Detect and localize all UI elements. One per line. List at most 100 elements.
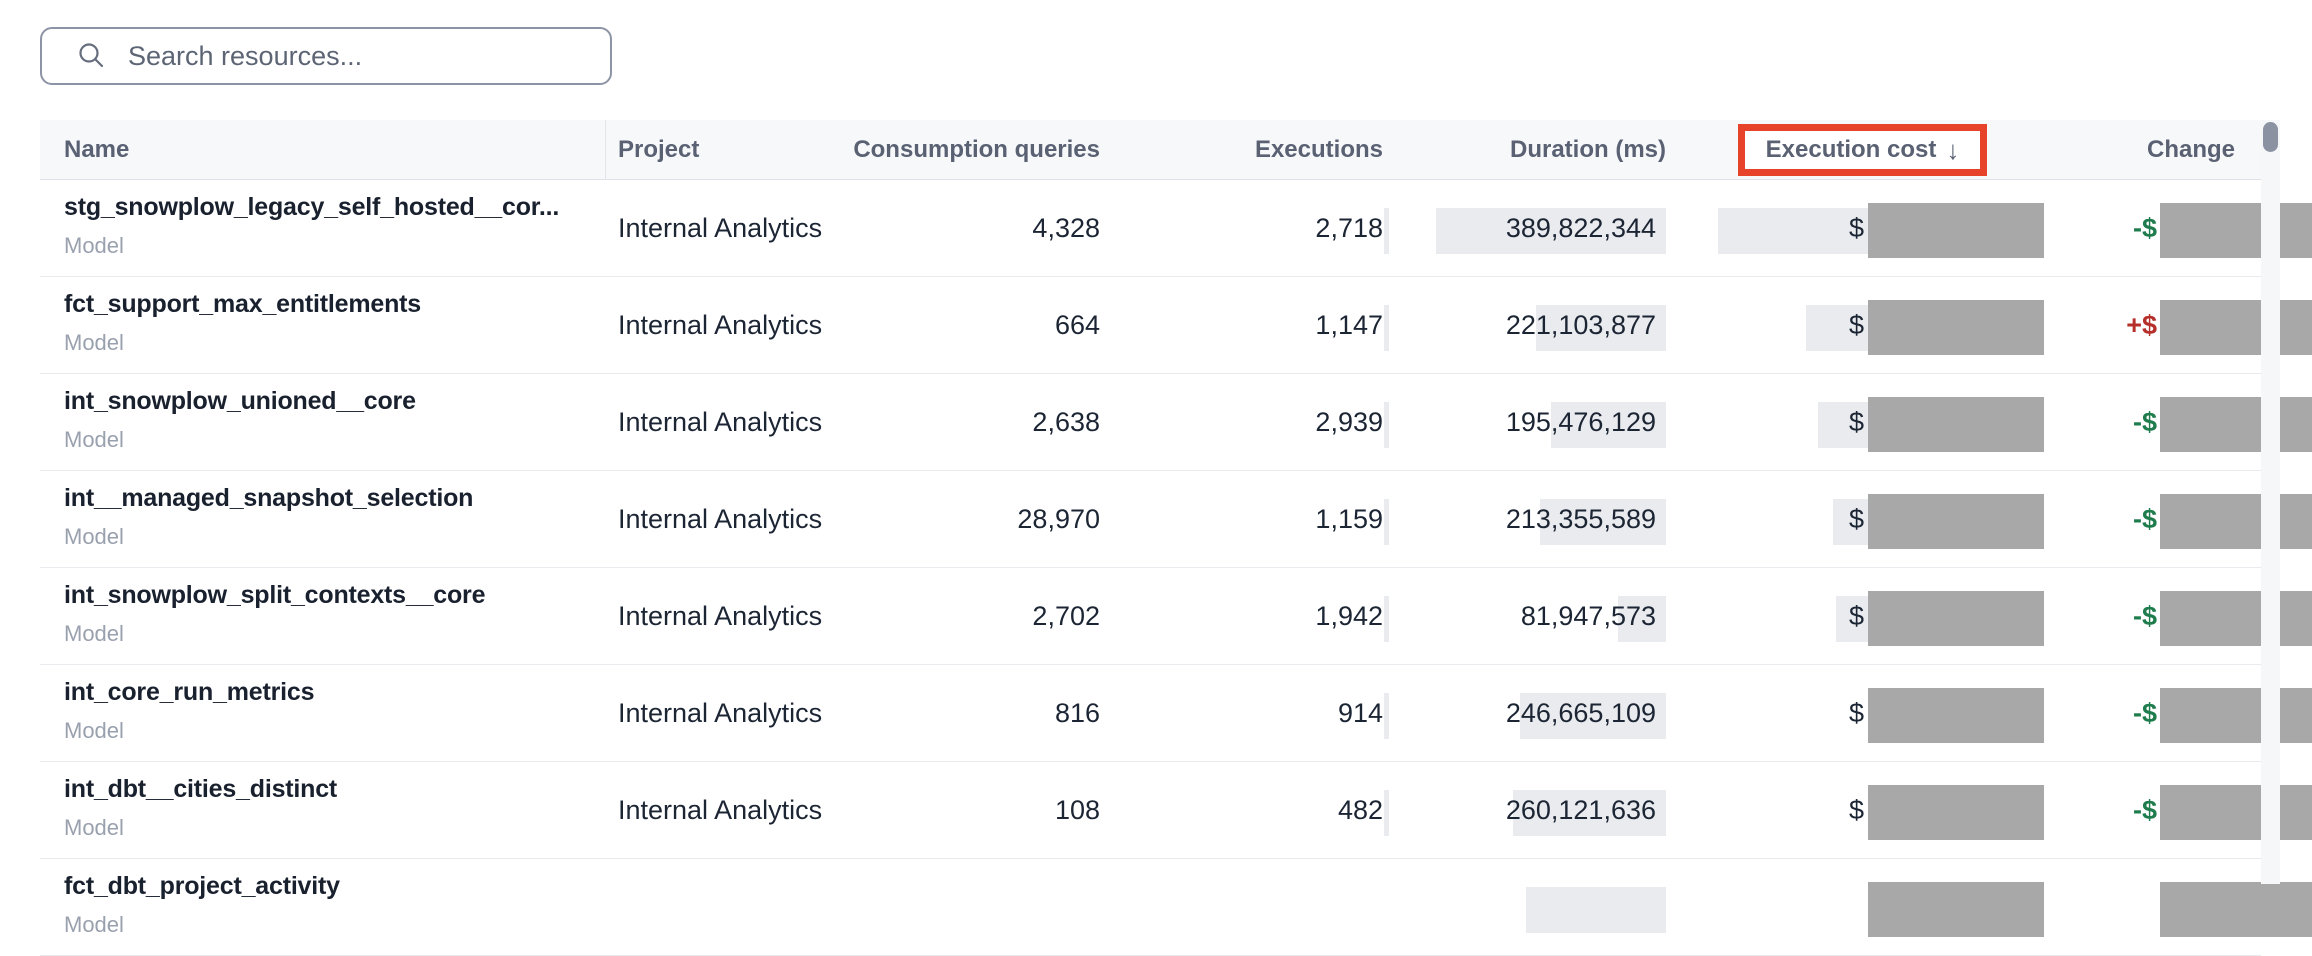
executions-value-bar	[1384, 790, 1389, 836]
executions-cell: 914	[1337, 698, 1383, 728]
resource-name[interactable]: fct_support_max_entitlements	[64, 290, 421, 318]
vertical-scrollbar-track[interactable]	[2261, 120, 2280, 884]
column-header-executions[interactable]: Executions	[1254, 136, 1383, 163]
duration-cell: 195,476,129	[1505, 407, 1656, 437]
consumption-queries-cell: 2,638	[1032, 407, 1100, 437]
duration-cell: 246,665,109	[1505, 698, 1656, 728]
executions-value-bar	[1384, 305, 1389, 351]
execution-cost-redaction-box	[1868, 494, 2044, 549]
executions-value-bar	[1384, 499, 1389, 545]
executions-cell: 2,939	[1315, 407, 1383, 437]
vertical-scrollbar-thumb[interactable]	[2263, 122, 2278, 152]
resource-name[interactable]: int_snowplow_unioned__core	[64, 387, 416, 415]
duration-cell: 221,103,877	[1505, 310, 1656, 340]
execution-cost-redaction-box	[1868, 688, 2044, 743]
column-header-project[interactable]: Project	[618, 136, 700, 163]
project-cell: Internal Analytics	[618, 407, 823, 437]
execution-cost-currency-symbol: $	[1848, 601, 1864, 631]
table-row[interactable]: int_snowplow_unioned__core Model Internal …	[40, 374, 2312, 471]
execution-cost-redaction-box	[1868, 203, 2044, 258]
change-prefix: -$	[2132, 407, 2157, 437]
search-input[interactable]	[126, 39, 600, 73]
table-row[interactable]: int_dbt__cities_distinct Model Internal An…	[40, 762, 2312, 859]
table-row[interactable]: int__managed_snapshot_selection Model Inte…	[40, 471, 2312, 568]
duration-value-bar	[1513, 790, 1666, 836]
execution-cost-currency-symbol: $	[1848, 310, 1864, 340]
table-row[interactable]: stg_snowplow_legacy_self_hosted__cor... M…	[40, 180, 2312, 277]
resource-type-label: Model	[64, 621, 124, 646]
change-redaction-box	[2160, 300, 2312, 355]
search-bar[interactable]	[40, 27, 612, 85]
duration-value-bar	[1520, 693, 1666, 739]
resource-name[interactable]: int_core_run_metrics	[64, 678, 315, 706]
executions-value-bar	[1384, 693, 1389, 739]
change-redaction-box	[2160, 203, 2312, 258]
duration-value-bar	[1526, 887, 1666, 933]
executions-cell: 1,147	[1315, 310, 1383, 340]
consumption-queries-cell: 816	[1054, 698, 1100, 728]
executions-value-bar	[1384, 402, 1389, 448]
table-row[interactable]: fct_support_max_entitlements Model Interna…	[40, 277, 2312, 374]
consumption-queries-cell: 28,970	[1017, 504, 1100, 534]
duration-value-bar	[1536, 305, 1666, 351]
consumption-queries-cell: 664	[1054, 310, 1100, 340]
execution-cost-redaction-box	[1868, 397, 2044, 452]
project-cell: Internal Analytics	[618, 310, 823, 340]
execution-cost-currency-symbol: $	[1848, 795, 1864, 825]
executions-value-bar	[1384, 596, 1389, 642]
change-prefix: -$	[2132, 601, 2157, 631]
column-header-duration[interactable]: Duration (ms)	[1510, 136, 1666, 163]
resource-type-label: Model	[64, 233, 124, 258]
execution-cost-redaction-box	[1868, 785, 2044, 840]
column-header-name[interactable]: Name	[64, 136, 130, 163]
change-redaction-box	[2160, 397, 2312, 452]
duration-cell: 260,121,636	[1505, 795, 1656, 825]
project-cell: Internal Analytics	[618, 213, 823, 243]
execution-cost-currency-symbol: $	[1848, 504, 1864, 534]
project-cell: Internal Analytics	[618, 601, 823, 631]
column-header-consumption-queries[interactable]: Consumption queries	[853, 136, 1100, 163]
execution-cost-redaction-box	[1868, 882, 2044, 937]
duration-value-bar	[1436, 208, 1666, 254]
execution-cost-redaction-box	[1868, 300, 2044, 355]
consumption-queries-cell: 4,328	[1032, 213, 1100, 243]
change-redaction-box	[2160, 688, 2312, 743]
table-row[interactable]: fct_dbt_project_activity Model	[40, 859, 2312, 956]
executions-cell: 1,159	[1315, 504, 1383, 534]
consumption-queries-cell: 2,702	[1032, 601, 1100, 631]
resource-name[interactable]: int_dbt__cities_distinct	[64, 775, 338, 803]
duration-value-bar	[1618, 596, 1666, 642]
duration-cell: 81,947,573	[1520, 601, 1656, 631]
execution-cost-currency-symbol: $	[1848, 407, 1864, 437]
resource-type-label: Model	[64, 427, 124, 452]
resource-type-label: Model	[64, 718, 124, 743]
change-prefix: -$	[2132, 698, 2157, 728]
column-header-execution-cost-highlight[interactable]: Execution cost ↓	[1738, 124, 1987, 176]
resource-type-label: Model	[64, 330, 124, 355]
resource-type-label: Model	[64, 524, 124, 549]
resource-name[interactable]: int_snowplow_split_contexts__core	[64, 581, 486, 609]
table-row[interactable]: int_core_run_metrics Model Internal Analyt…	[40, 665, 2312, 762]
resource-name[interactable]: fct_dbt_project_activity	[64, 872, 340, 900]
table-body: stg_snowplow_legacy_self_hosted__cor... M…	[40, 180, 2312, 956]
sort-descending-arrow-icon: ↓	[1946, 135, 1960, 165]
column-header-execution-cost-label: Execution cost	[1765, 136, 1937, 163]
project-cell: Internal Analytics	[618, 795, 823, 825]
table-header: Name Project Consumption queries Executi…	[40, 120, 2261, 180]
executions-cell: 482	[1337, 795, 1383, 825]
change-redaction-box	[2160, 785, 2312, 840]
duration-cell: 213,355,589	[1505, 504, 1656, 534]
resource-type-label: Model	[64, 815, 124, 840]
change-redaction-box	[2160, 494, 2312, 549]
table-row[interactable]: int_snowplow_split_contexts__core Model In…	[40, 568, 2312, 665]
executions-cell: 2,718	[1315, 213, 1383, 243]
resource-name[interactable]: int__managed_snapshot_selection	[64, 484, 474, 512]
column-header-change[interactable]: Change	[2146, 136, 2235, 163]
resource-name[interactable]: stg_snowplow_legacy_self_hosted__cor...	[64, 193, 560, 221]
change-prefix: -$	[2132, 795, 2157, 825]
search-icon	[79, 43, 104, 68]
change-prefix: -$	[2132, 213, 2157, 243]
executions-cell: 1,942	[1315, 601, 1383, 631]
execution-cost-currency-symbol: $	[1848, 213, 1864, 243]
duration-value-bar	[1540, 499, 1666, 545]
